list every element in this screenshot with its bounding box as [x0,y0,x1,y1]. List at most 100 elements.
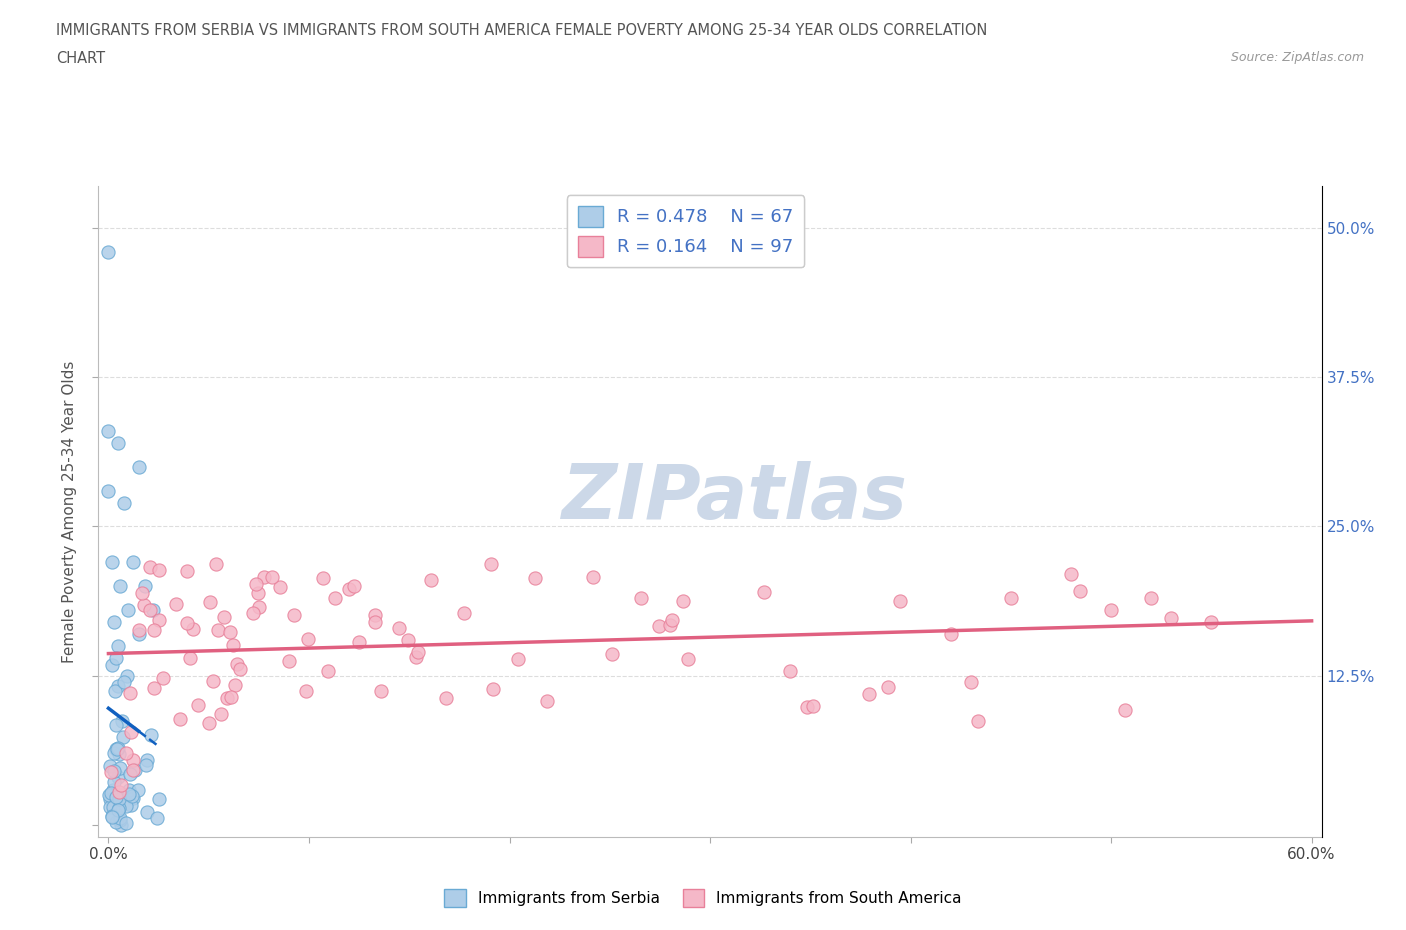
Point [127,782,149,797]
Text: Source: ZipAtlas.com: Source: ZipAtlas.com [1230,51,1364,64]
Point [145,811,167,826]
Point [205,557,228,572]
Point [225,657,247,671]
Point [131,585,153,600]
Point [136,804,159,819]
Point [479,557,502,572]
Point [1140,591,1163,605]
Point [105,650,128,665]
Point [672,593,695,608]
Point [1114,703,1136,718]
Point [876,679,898,694]
Point [107,801,129,816]
Point [98,800,121,815]
Point [107,435,129,450]
Point [297,631,319,646]
Point [104,741,127,756]
Point [103,746,125,761]
Point [536,693,558,708]
Point [165,596,187,611]
Point [212,610,235,625]
Point [111,713,134,728]
Point [97,245,120,259]
Point [396,632,419,647]
Point [1000,591,1022,605]
Point [120,685,142,700]
Point [939,627,962,642]
Point [115,746,138,761]
Point [229,661,252,676]
Point [434,691,457,706]
Point [219,625,242,640]
Point [524,571,547,586]
Point [141,727,163,742]
Point [101,555,124,570]
Point [506,651,529,666]
Point [108,784,131,799]
Point [858,687,880,702]
Point [142,623,165,638]
Point [103,764,125,778]
Point [202,674,225,689]
Point [247,586,270,601]
Point [110,811,132,826]
Point [242,605,264,620]
Point [405,650,427,665]
Text: CHART: CHART [56,51,105,66]
Point [104,718,127,733]
Point [108,792,131,807]
Point [215,691,238,706]
Point [110,578,132,593]
Point [118,782,141,797]
Point [100,786,122,801]
Point [222,638,245,653]
Point [135,753,157,768]
Point [117,603,139,618]
Point [100,764,122,779]
Point [114,495,136,510]
Point [176,616,198,631]
Point [114,674,136,689]
Point [142,681,165,696]
Point [122,753,145,768]
Point [128,622,150,637]
Point [97,423,120,438]
Point [108,747,131,762]
Point [139,559,162,574]
Point [600,646,623,661]
Point [110,788,132,803]
Point [148,792,170,807]
Point [128,627,150,642]
Point [120,798,142,813]
Point [176,564,198,578]
Point [132,597,155,612]
Point [134,578,156,593]
Text: ZIPat​las: ZIPat​las [561,461,907,536]
Point [98,759,121,774]
Point [107,769,129,784]
Point [97,484,120,498]
Point [101,809,124,824]
Point [98,791,121,806]
Legend: Immigrants from Serbia, Immigrants from South America: Immigrants from Serbia, Immigrants from … [439,884,967,913]
Legend: R = 0.478    N = 67, R = 0.164    N = 97: R = 0.478 N = 67, R = 0.164 N = 97 [567,195,804,268]
Point [107,803,129,817]
Point [283,608,305,623]
Point [105,815,128,830]
Point [648,618,671,633]
Point [337,581,360,596]
Point [183,621,205,636]
Point [122,763,145,777]
Point [152,671,174,685]
Point [207,622,229,637]
Point [135,757,157,772]
Point [200,595,222,610]
Point [224,677,246,692]
Point [101,800,124,815]
Point [661,613,683,628]
Point [295,684,318,698]
Point [121,788,143,803]
Point [114,816,136,830]
Point [419,573,441,588]
Point [676,651,699,666]
